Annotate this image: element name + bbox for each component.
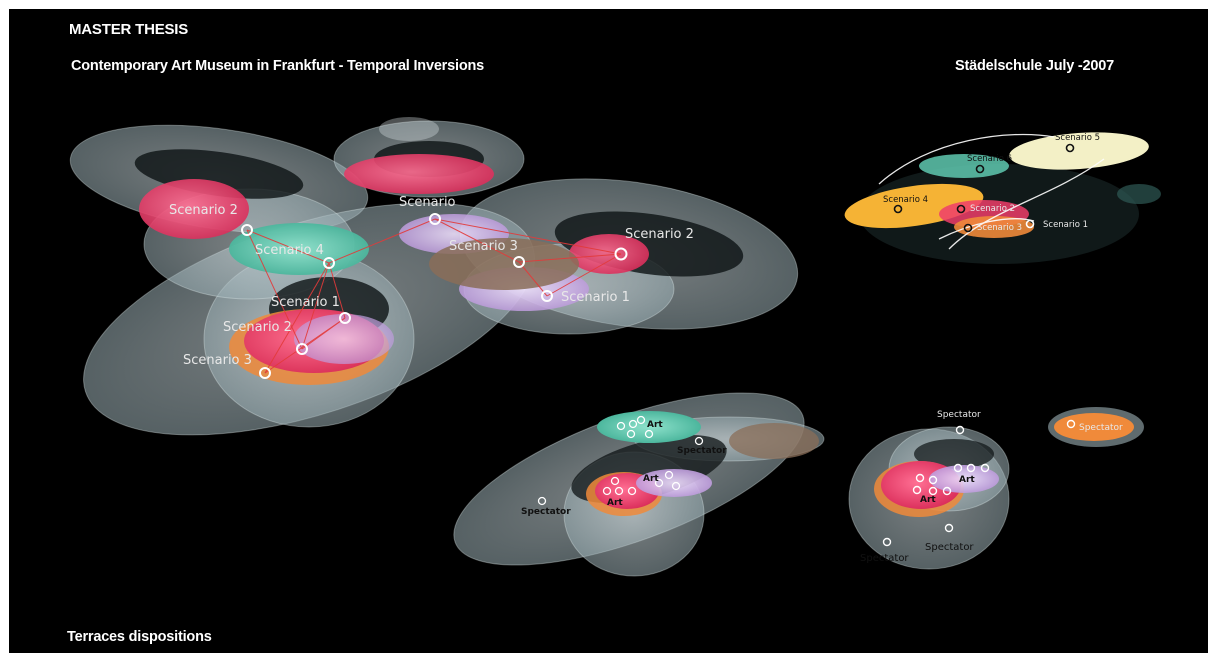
presentation-board: MASTER THESIS Contemporary Art Museum in… [9, 9, 1208, 653]
terrace-left-model: Art Art Art Spectator Spectator [453, 392, 825, 577]
label-scenario-2-right: Scenario 2 [625, 227, 694, 242]
inset-connector-curves [878, 133, 1105, 250]
node-scenario-3 [513, 256, 525, 268]
main-scenario-nodes [241, 213, 628, 379]
terrace-right-spectator-top: Spectator [937, 410, 981, 420]
inset-label-scenario-1: Scenario 1 [1043, 220, 1088, 230]
terrace-right-spectator-bottom-right: Spectator [925, 542, 974, 553]
inset-label-scenario-6: Scenario 6 [967, 154, 1012, 164]
main-model: Scenario 2 Scenario 4 Scenario Scenario … [69, 117, 799, 436]
label-scenario-1-lower: Scenario 1 [271, 295, 340, 310]
terrace-right-nodes [882, 419, 1076, 547]
inset-label-scenario-3: Scenario 3 [977, 223, 1022, 233]
bottom-caption: Terraces dispositions [67, 629, 212, 645]
terrace-left-art-middle: Art [643, 474, 659, 484]
label-scenario-2-lower: Scenario 2 [223, 320, 292, 335]
terrace-right-spectator-orange: Spectator [1079, 423, 1123, 433]
terrace-right-spectator-bottom-left: Spectator [860, 553, 909, 564]
node-scenario-1-right [541, 290, 553, 302]
node-scenario-2-lower [296, 343, 308, 355]
label-scenario-top: Scenario [399, 195, 456, 210]
label-scenario-1-right: Scenario 1 [561, 290, 630, 305]
project-subtitle: Contemporary Art Museum in Frankfurt - T… [71, 58, 484, 74]
terrace-left-art-top: Art [647, 420, 663, 430]
school-date: Städelschule July -2007 [955, 58, 1115, 74]
node-scenario-top [429, 213, 441, 225]
inset-nodes [893, 143, 1075, 233]
inset-label-scenario-5: Scenario 5 [1055, 133, 1100, 143]
label-scenario-3-center: Scenario 3 [449, 239, 518, 254]
main-connector-lines [246, 218, 622, 374]
label-scenario-4: Scenario 4 [255, 243, 324, 258]
node-scenario-2-left [241, 224, 253, 236]
inset-model: Scenario 5 Scenario 6 Scenario 4 Scenari… [844, 132, 1161, 264]
inset-label-scenario-4: Scenario 4 [883, 195, 928, 205]
terrace-right-art-lower: Art [920, 495, 936, 505]
inset-label-scenario-2: Scenario 2 [970, 204, 1015, 214]
node-scenario-1-lower [339, 312, 351, 324]
terrace-left-spectator-left: Spectator [521, 507, 571, 517]
thesis-title: MASTER THESIS [69, 21, 189, 38]
main-terraces [139, 117, 649, 385]
terrace-left-nodes [537, 415, 704, 506]
node-scenario-2-right [614, 247, 628, 261]
node-scenario-4 [323, 257, 335, 269]
terrace-right-art-upper: Art [959, 475, 975, 485]
rendering-canvas: Scenario 2 Scenario 4 Scenario Scenario … [69, 117, 1161, 577]
terrace-left-art-lower: Art [607, 498, 623, 508]
label-scenario-3-lower: Scenario 3 [183, 353, 252, 368]
node-scenario-3-lower [259, 367, 271, 379]
label-scenario-2-left: Scenario 2 [169, 203, 238, 218]
terrace-left-spectator-right: Spectator [677, 446, 727, 456]
terrace-right-model: Spectator Spectator Art Art Spectator Sp… [848, 407, 1144, 570]
